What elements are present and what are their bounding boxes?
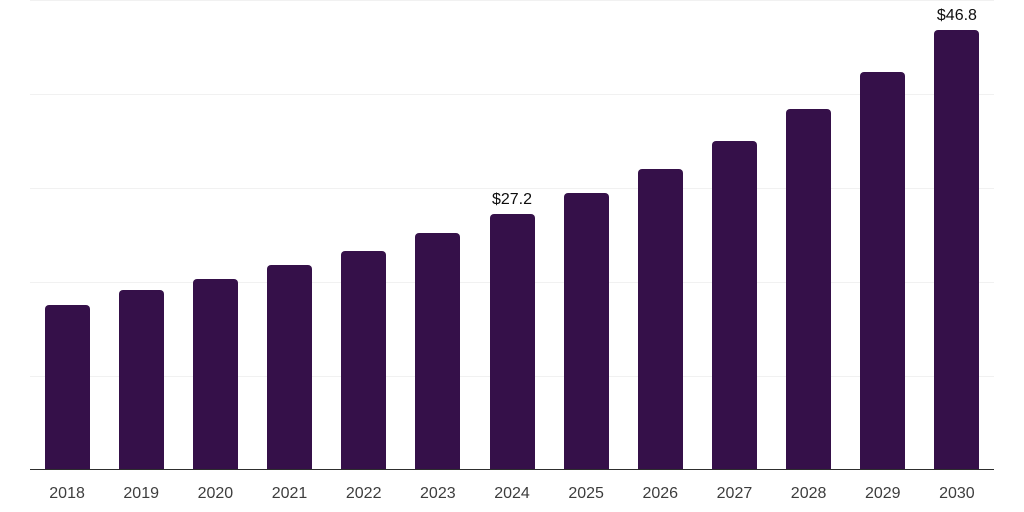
x-tick-label-2023: 2023 — [420, 485, 456, 502]
x-tick-label-2027: 2027 — [716, 485, 753, 502]
x-tick-label-2022: 2022 — [345, 485, 382, 502]
gridline-40 — [30, 94, 994, 95]
plot-area: $27.2 $46.8 — [30, 0, 994, 470]
x-tick-label-2021: 2021 — [271, 485, 308, 502]
gridline-30 — [30, 188, 994, 189]
x-tick-label-2030: 2030 — [939, 485, 975, 502]
x-tick-label-2025: 2025 — [568, 485, 604, 502]
bar-2027 — [711, 141, 757, 470]
bar-2029 — [860, 72, 906, 470]
bar-2020 — [192, 279, 238, 470]
bar-2026 — [637, 169, 683, 470]
data-label-2030: $46.8 — [936, 7, 977, 25]
bar-2024 — [489, 214, 535, 470]
x-tick-label-2018: 2018 — [49, 485, 85, 502]
bar-2019 — [118, 290, 164, 470]
data-label-2024: $27.2 — [491, 191, 533, 209]
bar-2030 — [934, 30, 980, 470]
x-tick-label-2026: 2026 — [642, 485, 679, 502]
x-axis-line — [30, 468, 994, 470]
x-tick-label-2024: 2024 — [494, 485, 530, 502]
x-tick-label-2020: 2020 — [197, 485, 234, 502]
x-tick-label-2028: 2028 — [790, 485, 827, 502]
bar-2022 — [341, 250, 387, 470]
bar-2025 — [563, 192, 609, 470]
gridline-50 — [30, 0, 994, 1]
x-axis-labels: 2018 2019 2020 2021 2022 2023 2024 2025 2026 2027… — [30, 486, 994, 506]
x-tick-label-2019: 2019 — [123, 485, 159, 502]
bar-2023 — [415, 233, 461, 470]
bar-2021 — [267, 265, 313, 470]
bar-2018 — [44, 304, 90, 470]
x-tick-label-2029: 2029 — [864, 485, 901, 502]
bar-2028 — [786, 109, 832, 470]
